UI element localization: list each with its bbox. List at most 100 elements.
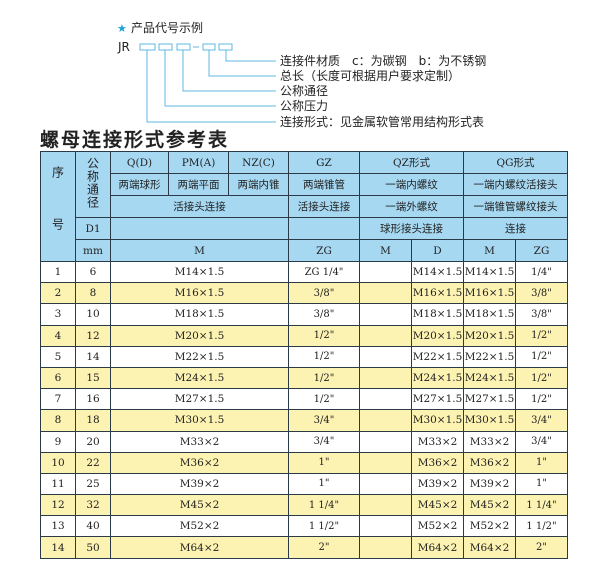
table-row: 1 6 M14×1.5 ZG 1/4" M14×1.5 M14×1.5 1/4" [40,260,568,284]
cell-qg-zg: 3/4" [515,409,568,432]
cell-qz-d: M39×2 [411,472,464,496]
cell-gz-zg: 3/8" [288,303,360,326]
header-unit: M [359,239,412,262]
cell-qg-zg: 1/2" [515,366,568,390]
cell-qz-m [359,472,412,496]
header-desc: 一端内螺纹 [359,173,464,196]
cell-qz-m [359,515,412,538]
cell-gz-zg: 1/2" [288,345,360,368]
cell-qg-zg: 3/8" [515,303,568,326]
cell-gz-zg: ZG 1/4" [288,260,360,284]
cell-qz-m [359,536,412,559]
cell-thread-m: M20×1.5 [110,324,289,347]
cell-seq: 10 [40,451,76,474]
cell-qz-d: M18×1.5 [411,303,464,326]
cell-nominal-diameter: 16 [75,388,111,411]
header-desc: 活接头连接 [288,195,360,218]
cell-qg-m: M45×2 [463,494,516,517]
cell-qg-m: M24×1.5 [463,366,516,390]
cell-qg-zg: 1/4" [515,260,568,284]
header-unit: M [110,239,289,262]
table-row: 12 32 M45×2 1 1/4" M45×2 M45×2 1 1/4" [40,494,568,517]
cell-seq: 2 [40,282,76,305]
label-nominal-diameter: 公称通径 [280,84,329,98]
cell-qz-m [359,494,412,517]
cell-qg-zg: 1" [515,451,568,474]
table-row: 11 25 M39×2 1" M39×2 M39×2 1" [40,472,568,496]
cell-qz-d: M36×2 [411,451,464,474]
cell-seq: 11 [40,472,76,496]
code-prefix: JR [118,40,130,54]
header-seq: 序 号 [40,151,76,262]
cell-qz-m [359,345,412,368]
cell-thread-m: M52×2 [110,515,289,538]
cell-qz-m [359,366,412,390]
cell-seq: 7 [40,388,76,411]
label-length: 总长（长度可根据用户要求定制） [280,69,461,83]
cell-gz-zg: 1" [288,472,360,496]
cell-qz-d: M16×1.5 [411,282,464,305]
header-desc: 活接头连接 [110,195,289,218]
header-blank [110,217,289,240]
cell-nominal-diameter: 18 [75,409,111,432]
header-unit: ZG [515,239,568,262]
cell-qg-m: M64×2 [463,536,516,559]
cell-qz-d: M20×1.5 [411,324,464,347]
cell-qz-d: M14×1.5 [411,260,464,284]
cell-qg-m: M20×1.5 [463,324,516,347]
leader-line-2 [208,50,276,77]
cell-qz-m [359,430,412,453]
cell-qg-m: M22×1.5 [463,345,516,368]
cell-seq: 1 [40,260,76,284]
leader-line-5 [146,50,276,123]
header-desc: 一端外螺纹 [359,195,464,218]
cell-qz-d: M22×1.5 [411,345,464,368]
cell-qz-m [359,451,412,474]
cell-thread-m: M14×1.5 [110,260,289,284]
header-unit: M [463,239,516,262]
cell-nominal-diameter: 10 [75,303,111,326]
example-heading: 产品代号示例 [131,21,204,35]
header-type: Q(D) [110,151,169,174]
cell-qz-m [359,388,412,411]
cell-thread-m: M18×1.5 [110,303,289,326]
cell-thread-m: M45×2 [110,494,289,517]
cell-seq: 9 [40,430,76,453]
label-connection-form: 连接形式：见金属软管常用结构形式表 [280,115,485,129]
leader-line-3 [182,50,276,92]
cell-qg-m: M16×1.5 [463,282,516,305]
cell-qz-d: M45×2 [411,494,464,517]
cell-nominal-diameter: 25 [75,472,111,496]
cell-seq: 4 [40,324,76,347]
cell-nominal-diameter: 14 [75,345,111,368]
cell-qg-zg: 1" [515,472,568,496]
header-desc: 一端锥管螺纹接头 [463,195,568,218]
table-row: 9 20 M33×2 3/4" M33×2 M33×2 3/4" [40,430,568,453]
header-type: QZ形式 [359,151,464,174]
table-row: 4 12 M20×1.5 1/2" M20×1.5 M20×1.5 1/2" [40,324,568,347]
label-material: 连接件材质 c：为碳钢 b：为不锈钢 [280,54,487,68]
table-row: 7 16 M27×1.5 1/2" M27×1.5 M27×1.5 1/2" [40,388,568,411]
label-nominal-pressure: 公称压力 [280,99,329,113]
table-row: 8 18 M30×1.5 3/4" M30×1.5 M30×1.5 3/4" [40,409,568,432]
product-code-diagram: ★ [117,22,276,123]
cell-thread-m: M33×2 [110,430,289,453]
cell-qg-zg: 1/2" [515,388,568,411]
star-icon: ★ [117,22,127,35]
header-type: GZ [288,151,360,174]
cell-thread-m: M64×2 [110,536,289,559]
cell-qg-zg: 1/2" [515,345,568,368]
cell-thread-m: M22×1.5 [110,345,289,368]
nut-connection-table: 序 号 公称通径 Q(D) PM(A) NZ(C) GZ QZ形式 QG形式 两… [40,151,568,559]
table-row: 5 14 M22×1.5 1/2" M22×1.5 M22×1.5 1/2" [40,345,568,368]
code-box-4 [202,43,216,51]
table-row: 13 40 M52×2 1 1/2" M52×2 M52×2 1 1/2" [40,515,568,538]
cell-qg-m: M39×2 [463,472,516,496]
header-type: PM(A) [168,151,229,174]
cell-gz-zg: 1/2" [288,388,360,411]
cell-seq: 13 [40,515,76,538]
cell-gz-zg: 3/4" [288,409,360,432]
table-row: 3 10 M18×1.5 3/8" M18×1.5 M18×1.5 3/8" [40,303,568,326]
header-desc: 两端内锥 [228,173,289,196]
cell-seq: 3 [40,303,76,326]
